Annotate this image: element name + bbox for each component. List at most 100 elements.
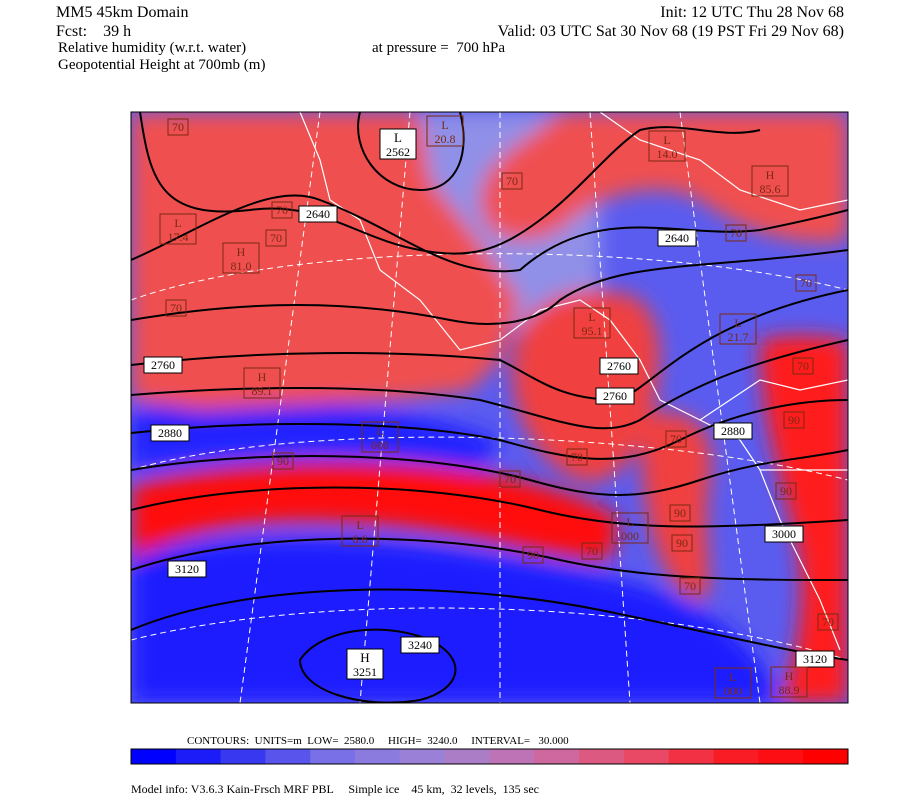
center-value: 14.0 [657,147,678,161]
rh-value: 70 [800,276,812,290]
label-box [272,452,294,470]
center-box [159,213,197,245]
center-box [346,648,384,680]
height-value: 2880 [158,426,182,440]
center-letter: L [356,518,363,532]
colorbar-cell [668,749,715,764]
center-box [770,666,808,698]
center-value: 6.6 [353,532,368,546]
label-box [657,229,697,247]
pressure-center: L17.4 [159,213,197,245]
colorbar-cell [265,749,311,764]
height-label: 2640 [298,205,338,223]
rh-value: 90 [676,536,688,550]
colorbar-frame [130,748,849,765]
rh-label: 70 [795,274,817,292]
rh-value: 90 [788,413,800,427]
center-value: 000 [621,529,639,543]
valid: Valid: 03 UTC Sat 30 Nov 68 (19 PST Fri … [498,23,844,40]
pressure-center: L20.8 [426,115,464,147]
pressure-center: L21.7 [719,313,757,345]
center-box [243,367,281,399]
colorbar-cell [131,749,177,764]
label-box [792,357,814,375]
center-value: 000 [371,438,389,452]
height-label: 2640 [657,229,697,247]
contour-info: CONTOURS: UNITS=m LOW= 2580.0 HIGH= 3240… [187,735,569,747]
height-value: 2880 [721,424,745,438]
pressure-center: L95.1 [573,307,611,339]
height-label: 2880 [713,422,753,440]
init: Init: 12 UTC Thu 28 Nov 68 [660,4,844,21]
rh-label: 70 [501,172,523,190]
label-box [167,560,207,578]
rh-value: 90 [527,548,539,562]
height-label: 2760 [143,356,183,374]
rh-value: 70 [571,450,583,464]
center-value: 17.4 [168,230,189,244]
height-value: 2640 [306,207,330,221]
height-label: 2760 [599,357,639,375]
center-value: 85.6 [760,182,781,196]
rh-value: 90 [780,484,792,498]
map-frame [130,111,849,704]
rh-label: 70 [581,542,603,560]
label-box [679,577,701,595]
label-box [271,201,293,219]
label-box [143,356,183,374]
label-box [725,224,747,242]
rh-label: 90 [671,534,693,552]
colorbar-cell [444,749,490,764]
height-label: 2760 [595,387,635,405]
label-box [167,118,189,136]
rh-value: 90 [674,506,686,520]
pressure-center: H85.6 [751,165,789,197]
colorbar-cell [713,749,759,764]
label-box [599,357,639,375]
pressure-center: H88.9 [770,666,808,698]
colorbar-cell [534,749,580,764]
label-box [150,424,190,442]
field: Geopotential Height at 700mb (m) [58,57,265,73]
center-letter: L [376,424,383,438]
rh-label: 70 [817,613,839,631]
colorbar-cell [355,749,401,764]
rh-label: 90 [775,482,797,500]
label-box [165,299,187,317]
rh-value: 70 [270,231,282,245]
label-box [795,650,835,668]
rh-value: 70 [670,432,682,446]
rh-value: 70 [170,301,182,315]
center-box [426,115,464,147]
height-value: 2760 [151,358,175,372]
colorbar-cell [803,749,849,764]
center-box [379,128,417,160]
center-value: 95.1 [582,324,603,338]
center-box [341,515,379,547]
label-box [783,411,805,429]
graticule [131,112,848,703]
rh-label: 70 [499,470,521,488]
center-letter: H [237,245,246,259]
center-value: 88.9 [779,683,800,697]
pressure: at pressure = 700 hPa [372,40,505,56]
label-box [595,387,635,405]
center-value: 20.8 [435,132,456,146]
rh-value: 70 [276,203,288,217]
label-box [669,504,691,522]
domain: MM5 45km Domain [56,4,188,21]
center-value: 2562 [386,145,410,159]
center-letter: L [663,133,670,147]
rh-value: 90 [277,454,289,468]
colorbar-cell [399,749,446,764]
center-letter: H [785,669,794,683]
center-letter: L [626,515,633,529]
label-box [795,274,817,292]
center-box [361,421,399,453]
height-value: 2640 [665,231,689,245]
rh-label: 70 [167,118,189,136]
rh-label: 90 [272,452,294,470]
